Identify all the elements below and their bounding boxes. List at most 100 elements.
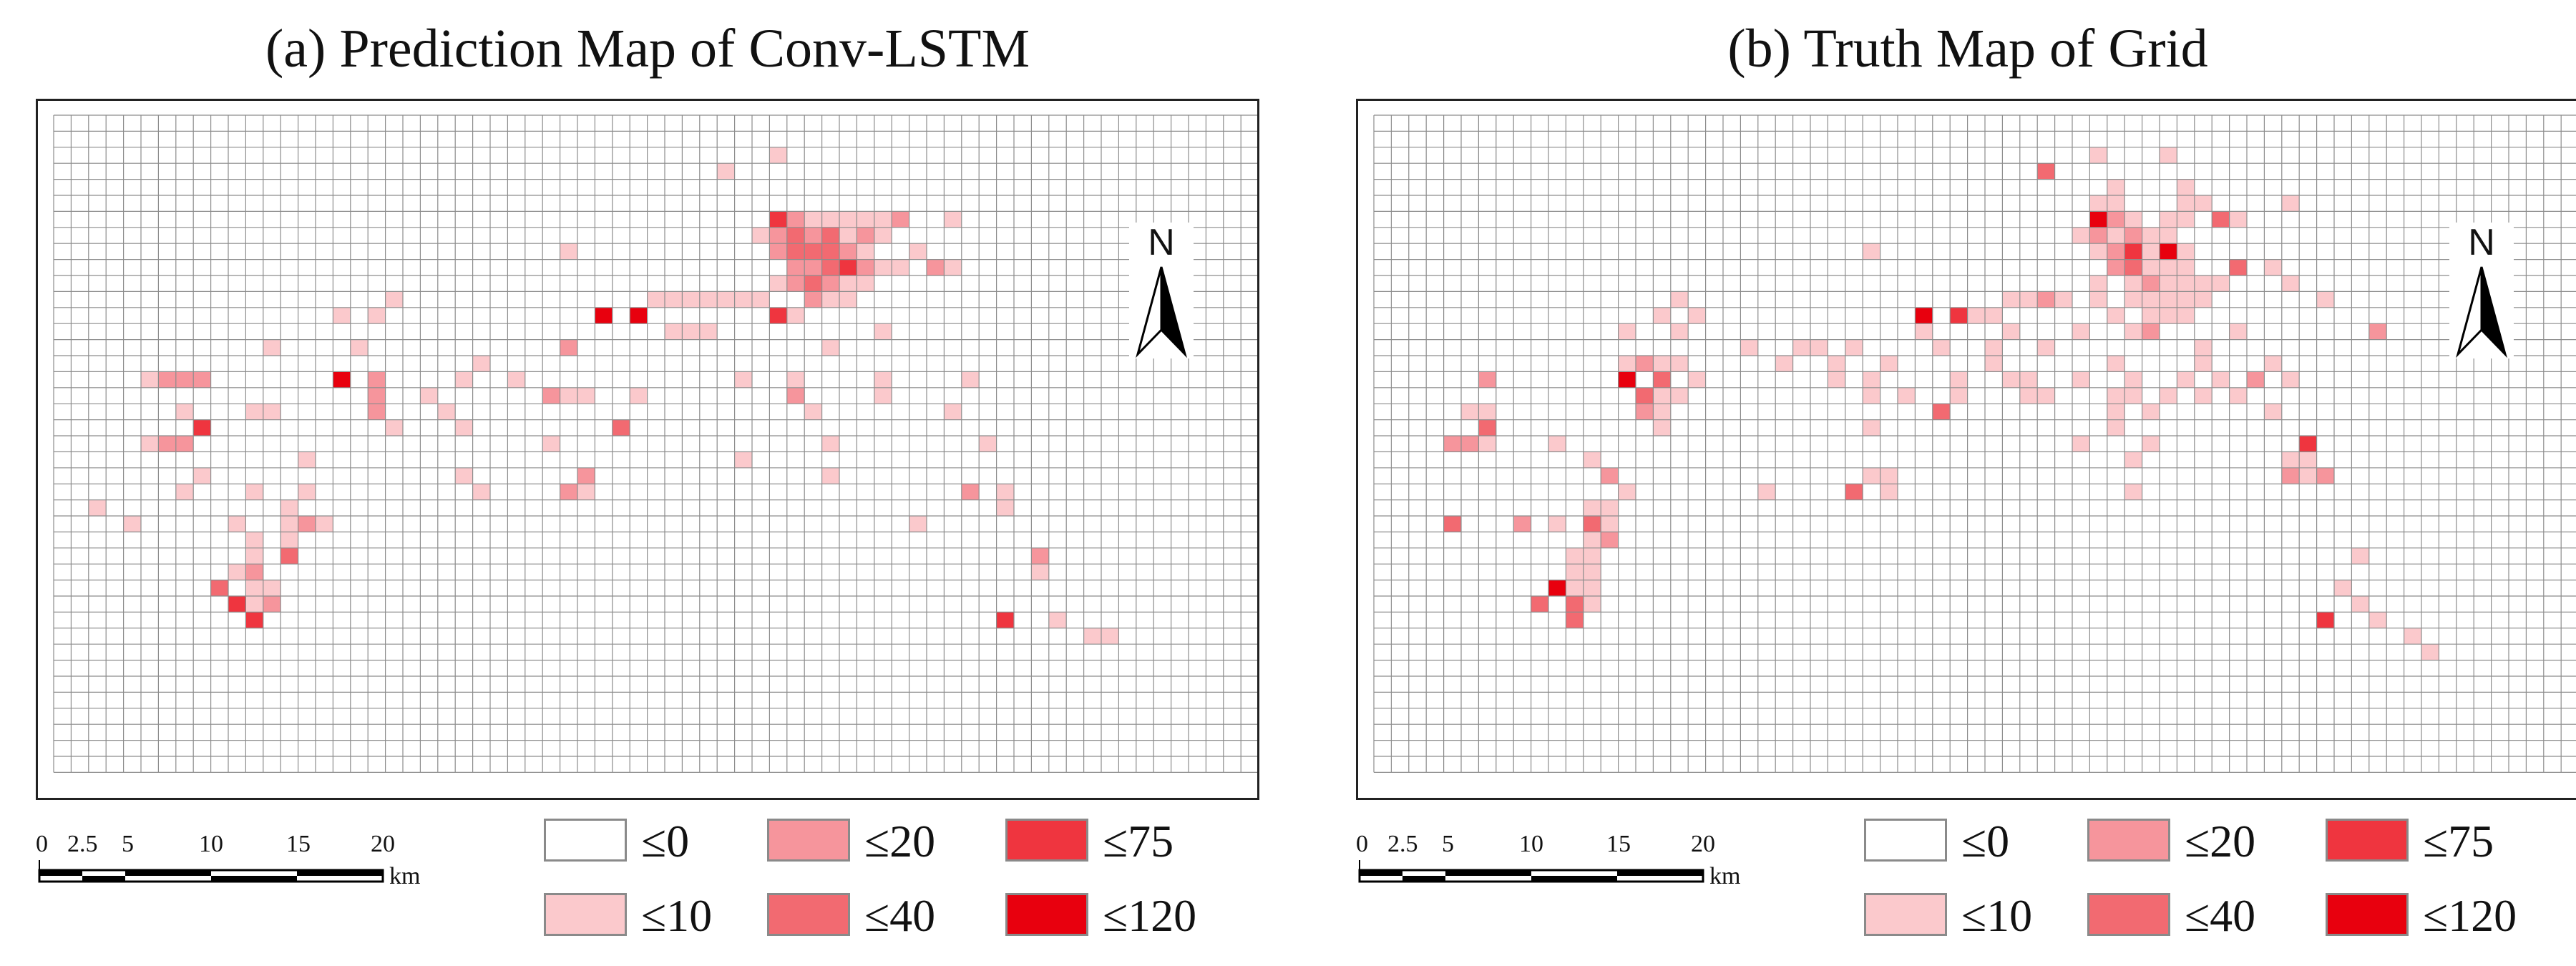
grid-cell <box>979 436 997 452</box>
grid-cell <box>1601 532 1619 548</box>
grid-cell <box>1653 404 1671 420</box>
grid-cell <box>1880 467 1898 484</box>
grid-cell <box>892 259 909 275</box>
grid-cell <box>2177 371 2195 388</box>
legend-swatch <box>544 819 627 862</box>
grid-cell <box>2281 371 2300 388</box>
grid-cell <box>1740 339 1758 356</box>
grid-cell <box>734 452 752 468</box>
grid-cell <box>1670 323 1689 340</box>
grid-cell <box>2107 259 2125 275</box>
grid-cell <box>560 387 577 404</box>
grid-cell <box>2037 339 2055 356</box>
grid-cell <box>2316 291 2334 308</box>
grid-cell <box>1618 484 1636 500</box>
scale-tick-label: 0 <box>36 831 48 857</box>
grid-cell <box>786 307 805 324</box>
grid-cell <box>1863 371 1880 388</box>
grid-cell <box>2124 452 2142 468</box>
grid-cell <box>2212 275 2230 292</box>
grid-cell <box>2037 291 2055 308</box>
legend-swatch <box>2087 819 2170 862</box>
legend-swatch <box>2087 893 2170 936</box>
grid-cell <box>385 291 403 308</box>
legend-swatch <box>1005 819 1088 862</box>
grid-cell <box>1031 547 1049 565</box>
scale-tick-label: 20 <box>371 831 395 857</box>
grid-cell <box>1548 436 1566 452</box>
grid-cell <box>821 243 839 260</box>
grid-cell <box>2037 387 2055 404</box>
grid-cell <box>996 499 1014 516</box>
grid-cell <box>1880 484 1898 500</box>
grid-cell <box>682 323 700 340</box>
grid-cell <box>1653 356 1671 372</box>
grid-cell <box>909 243 927 260</box>
grid-cell <box>193 371 211 388</box>
scale-tick-label: 2.5 <box>1387 831 1418 857</box>
grid-cell <box>1601 516 1619 532</box>
grid-cell <box>2264 259 2282 275</box>
grid-cell <box>263 404 281 420</box>
grid-cell <box>1478 436 1496 452</box>
grid-cell <box>961 484 980 500</box>
grid-cell <box>821 467 839 484</box>
grid-cell <box>839 211 857 228</box>
grid-cell <box>1950 387 1968 404</box>
grid-cell <box>210 580 228 596</box>
grid-cell <box>1863 467 1880 484</box>
grid-cell <box>2124 275 2142 292</box>
grid-cell <box>2404 628 2421 645</box>
grid-cell <box>874 323 892 340</box>
grid-cell <box>2351 547 2369 565</box>
grid-cell <box>2124 291 2142 308</box>
scale-tick-label: 2.5 <box>67 831 98 857</box>
map-title: (b) Truth Map of Grid <box>1727 19 2208 79</box>
legend-label: ≤10 <box>1961 890 2033 941</box>
scale-tick-label: 15 <box>286 831 311 857</box>
grid-cell <box>1566 596 1584 613</box>
grid-cell <box>2281 467 2300 484</box>
grid-cell <box>874 227 892 244</box>
north-arrow-icon <box>1129 223 1194 358</box>
grid-cell <box>280 547 298 565</box>
grid-cell <box>1898 387 1916 404</box>
grid-cell <box>786 259 805 275</box>
grid-cell <box>368 404 386 420</box>
grid-cell <box>455 467 473 484</box>
grid-cell <box>857 227 874 244</box>
scale-bar <box>38 860 384 883</box>
grid-cell <box>2142 243 2160 260</box>
legend-swatch <box>1864 893 1947 936</box>
grid-cell <box>2299 436 2317 452</box>
grid-cell <box>1531 596 1548 613</box>
grid-cell <box>298 484 316 500</box>
grid-cell <box>280 532 298 548</box>
grid-cell <box>804 291 822 308</box>
grid-cell <box>839 227 857 244</box>
grid-cell <box>2089 227 2107 244</box>
grid-cell <box>2142 291 2160 308</box>
grid-cell <box>141 436 159 452</box>
grid-cell <box>2194 291 2212 308</box>
scale-tick-label: 5 <box>1442 831 1454 857</box>
grid-cell <box>2177 307 2195 324</box>
grid-lines <box>1373 114 2576 773</box>
scale-bar <box>1358 860 1704 883</box>
grid-cell <box>2142 275 2160 292</box>
grid-cell <box>368 387 386 404</box>
grid-cell <box>857 211 874 228</box>
scale-tick-label: 5 <box>122 831 134 857</box>
grid-cell <box>1636 404 1654 420</box>
grid-cell <box>245 612 263 628</box>
grid-cell <box>1775 356 1793 372</box>
grid-cell <box>769 227 787 244</box>
grid-cell <box>2107 404 2125 420</box>
grid-cell <box>2194 356 2212 372</box>
grid-cell <box>1828 356 1845 372</box>
grid-cell <box>577 467 595 484</box>
grid-cell <box>874 387 892 404</box>
grid-cell <box>350 339 369 356</box>
grid-cell <box>2194 339 2212 356</box>
grid-cell <box>1548 516 1566 532</box>
